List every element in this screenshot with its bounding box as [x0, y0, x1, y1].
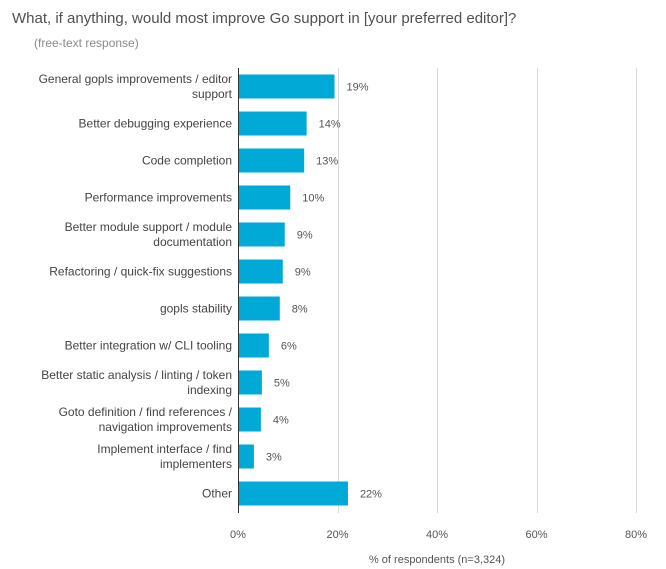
- x-tick-label-60: 60%: [525, 529, 547, 541]
- category-label-line: indexing: [187, 383, 232, 397]
- category-label-5: Refactoring / quick-fix suggestions: [49, 265, 232, 279]
- category-label-line: support: [192, 87, 233, 101]
- x-tick-label-0: 0%: [230, 529, 246, 541]
- category-label-8: Better static analysis / linting / token…: [41, 368, 232, 397]
- category-label-line: Better debugging experience: [79, 117, 233, 131]
- category-label-2: Code completion: [142, 154, 232, 168]
- value-label-6: 8%: [292, 304, 308, 316]
- x-tick-label-20: 20%: [326, 529, 348, 541]
- value-label-2: 13%: [316, 156, 338, 168]
- value-label-11: 22%: [360, 489, 382, 501]
- category-label-line: documentation: [153, 235, 232, 249]
- category-label-9: Goto definition / find references / navig…: [59, 405, 233, 434]
- x-tick-label-80: 80%: [625, 529, 647, 541]
- bar-0: [238, 74, 335, 99]
- bar-1: [238, 111, 307, 136]
- bar-4: [238, 222, 285, 247]
- category-label-line: Goto definition / find references /: [59, 405, 233, 419]
- x-axis-title: % of respondents (n=3,324): [369, 554, 505, 566]
- category-label-line: Implement interface / find: [97, 442, 232, 456]
- bar-7: [238, 333, 269, 358]
- category-label-line: Code completion: [142, 154, 232, 168]
- category-label-line: Performance improvements: [85, 191, 232, 205]
- category-label-4: Better module support / module documentat…: [65, 220, 233, 249]
- bar-6: [238, 296, 280, 321]
- value-label-10: 3%: [266, 452, 282, 464]
- chart-subtitle: (free-text response): [34, 36, 139, 50]
- bar-3: [238, 185, 291, 210]
- category-label-1: Better debugging experience: [79, 117, 233, 131]
- category-label-7: Better integration w/ CLI tooling: [65, 339, 232, 353]
- category-label-3: Performance improvements: [85, 191, 232, 205]
- bar-10: [238, 444, 254, 469]
- value-label-0: 19%: [347, 82, 369, 94]
- value-label-5: 9%: [295, 267, 311, 279]
- bar-9: [238, 407, 261, 432]
- bar-8: [238, 370, 262, 395]
- x-tick-label-40: 40%: [426, 529, 448, 541]
- value-label-7: 6%: [281, 341, 297, 353]
- category-label-line: General gopls improvements / editor: [39, 72, 232, 86]
- category-label-line: Better module support / module: [65, 220, 233, 234]
- value-label-9: 4%: [273, 415, 289, 427]
- category-label-10: Implement interface / find implementers: [97, 442, 232, 471]
- value-label-4: 9%: [297, 230, 313, 242]
- category-label-line: navigation improvements: [99, 420, 232, 434]
- category-label-line: implementers: [160, 457, 232, 471]
- category-label-line: Other: [202, 487, 232, 501]
- value-label-1: 14%: [319, 119, 341, 131]
- bar-11: [238, 481, 348, 506]
- category-label-0: General gopls improvements / editor suppo…: [39, 72, 233, 101]
- value-label-3: 10%: [302, 193, 324, 205]
- bar-2: [238, 148, 305, 173]
- bar-5: [238, 259, 283, 284]
- category-label-6: gopls stability: [160, 302, 232, 316]
- category-label-line: Better integration w/ CLI tooling: [65, 339, 232, 353]
- value-label-8: 5%: [274, 378, 290, 390]
- category-label-11: Other: [202, 487, 232, 501]
- category-label-line: Better static analysis / linting / token: [41, 368, 232, 382]
- category-label-line: gopls stability: [160, 302, 232, 316]
- category-label-line: Refactoring / quick-fix suggestions: [49, 265, 232, 279]
- chart-title: What, if anything, would most improve Go…: [12, 10, 517, 27]
